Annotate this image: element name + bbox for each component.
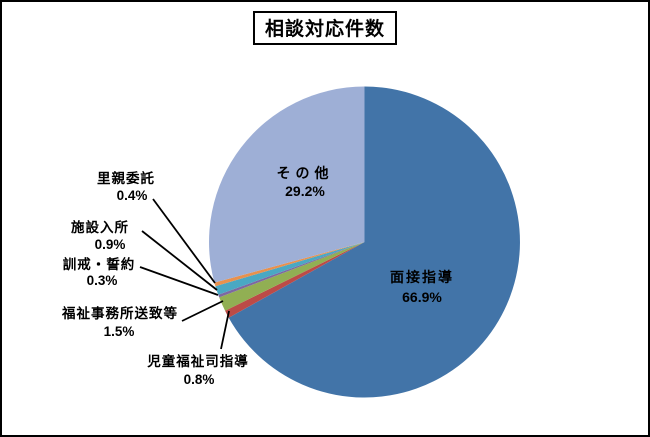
pie-slice-1 — [225, 242, 365, 318]
chart-title: 相談対応件数 — [252, 11, 398, 45]
pie-label-0: 面接指導 — [390, 269, 454, 285]
pie-percent-1: 0.8% — [184, 372, 215, 387]
leader-line-1 — [220, 310, 230, 350]
pie-slice-4 — [215, 242, 365, 295]
pie-label-4: 施設入所 — [71, 219, 129, 235]
leader-line-5 — [152, 198, 216, 284]
pie-slice-6 — [209, 86, 365, 283]
pie-percent-0: 66.9% — [402, 289, 442, 305]
leader-line-3 — [139, 266, 219, 296]
pie-slice-2 — [219, 242, 365, 311]
leader-line-4 — [141, 230, 218, 291]
pie-slices — [209, 86, 520, 398]
leader-lines — [139, 198, 230, 350]
pie-slice-0 — [228, 86, 520, 398]
pie-percent-5: 0.4% — [117, 188, 148, 203]
pie-percent-6: 29.2% — [285, 183, 325, 199]
pie-slice-3 — [218, 242, 365, 298]
pie-label-6: その他 — [277, 165, 334, 181]
pie-label-3: 訓戒・誓約 — [63, 256, 136, 272]
pie-label-2: 福祉事務所送致等 — [61, 305, 178, 321]
pie-label-1: 児童福祉司指導 — [146, 353, 249, 369]
pie-labels: 面接指導 66.9% 児童福祉司指導 0.8% 福祉事務所送致等 1.5% 訓戒・誓約0.3… — [61, 165, 454, 387]
pie-percent-3: 0.3% — [87, 273, 118, 288]
leader-line-2 — [181, 300, 224, 322]
pie-label-5: 里親委託 — [97, 170, 155, 186]
pie-slice-5 — [214, 242, 365, 287]
pie-percent-2: 1.5% — [104, 324, 135, 339]
pie-percent-4: 0.9% — [95, 237, 126, 252]
